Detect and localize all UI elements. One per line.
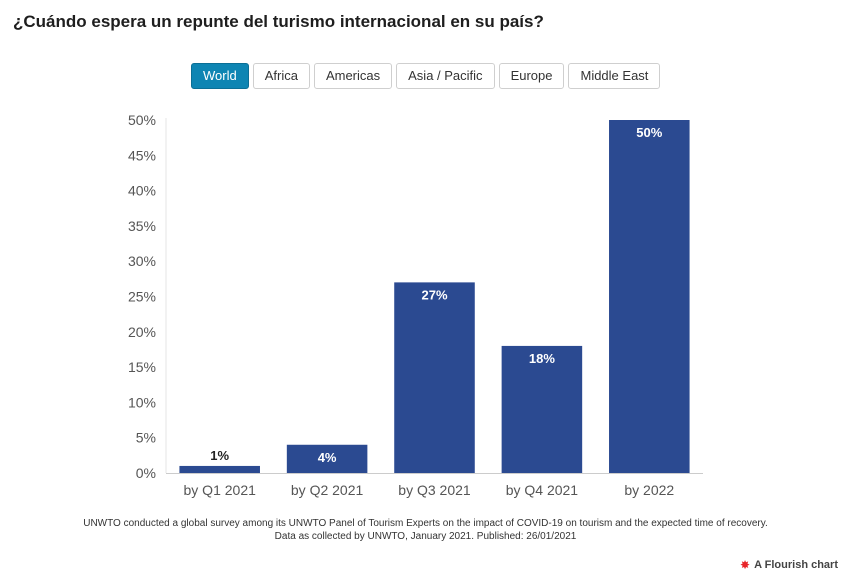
filter-middle-east-button[interactable]: Middle East [568,63,661,89]
y-tick-label: 10% [128,394,156,410]
bar-value-label: 18% [529,351,555,366]
bar-value-label: 1% [210,448,229,463]
y-tick-label: 50% [128,112,156,128]
filter-asia-pacific-button[interactable]: Asia / Pacific [396,63,495,89]
x-tick-label: by Q4 2021 [506,482,579,498]
bar [286,444,368,473]
flourish-credit-label: A Flourish chart [754,559,838,571]
y-tick-label: 35% [128,218,156,234]
y-tick-label: 20% [128,324,156,340]
filter-world-button[interactable]: World [191,63,249,89]
y-tick-label: 30% [128,253,156,269]
x-tick-label: by Q1 2021 [184,482,257,498]
filter-africa-button[interactable]: Africa [252,63,310,89]
bar [394,282,475,473]
x-tick-label: by 2022 [624,482,674,498]
flourish-logo-icon: ✸ [740,558,751,572]
y-tick-label: 5% [136,430,156,446]
y-tick-label: 45% [128,147,156,163]
footnote-line-1: UNWTO conducted a global survey among it… [83,518,768,529]
y-tick-label: 40% [128,183,156,199]
footnote: UNWTO conducted a global survey among it… [0,517,851,543]
flourish-credit[interactable]: ✸ A Flourish chart [740,558,838,572]
filter-americas-button[interactable]: Americas [313,63,393,89]
bar-chart: 0% 5% 10% 15% 20% 25% 30% 35% 40% 45% 50% 1% by Q1 2… [128,112,703,498]
y-tick-label: 25% [128,289,156,305]
y-tick-label: 15% [128,359,156,375]
x-tick-label: by Q2 2021 [291,482,364,498]
bar-value-label: 50% [636,125,662,140]
bar [609,120,690,473]
bar [179,465,260,473]
y-tick-label: 0% [136,465,156,481]
filter-europe-button[interactable]: Europe [498,63,565,89]
bar-value-label: 27% [421,287,447,302]
footnote-line-2: Data as collected by UNWTO, January 2021… [274,531,577,542]
region-filter-group: World Africa Americas Asia / Pacific Eur… [191,63,661,89]
bar-value-label: 4% [318,450,337,465]
bar [501,345,583,473]
x-tick-label: by Q3 2021 [398,482,471,498]
chart-title: ¿Cuándo espera un repunte del turismo in… [13,12,544,31]
